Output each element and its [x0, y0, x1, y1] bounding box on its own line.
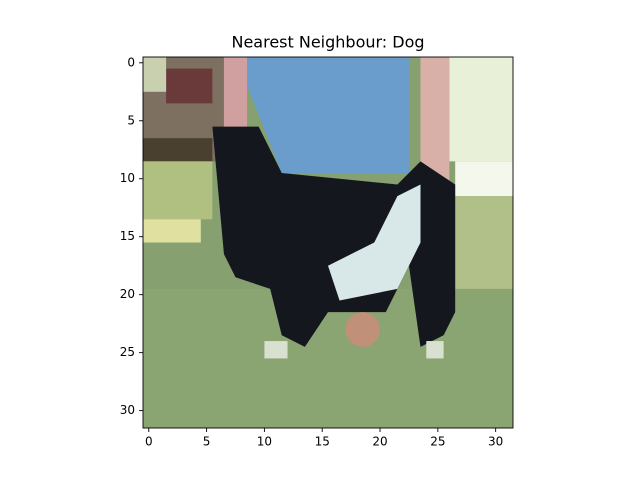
- x-tick-label: 30: [488, 435, 503, 449]
- y-tick-label: 20: [120, 287, 135, 301]
- axes-frame: [142, 56, 514, 429]
- y-tick-label: 25: [120, 345, 135, 359]
- chart-title: Nearest Neighbour: Dog: [231, 33, 424, 52]
- x-tick-label: 10: [257, 435, 272, 449]
- y-tick-label: 0: [127, 55, 135, 69]
- x-tick-label: 5: [203, 435, 211, 449]
- y-tick-label: 10: [120, 171, 135, 185]
- image: [143, 57, 513, 428]
- y-tick-label: 15: [120, 229, 135, 243]
- x-tick-label: 0: [145, 435, 153, 449]
- x-tick-label: 15: [315, 435, 330, 449]
- x-tick-label: 20: [372, 435, 387, 449]
- y-tick-label: 30: [120, 403, 135, 417]
- y-tick-label: 5: [127, 113, 135, 127]
- x-tick-label: 25: [430, 435, 445, 449]
